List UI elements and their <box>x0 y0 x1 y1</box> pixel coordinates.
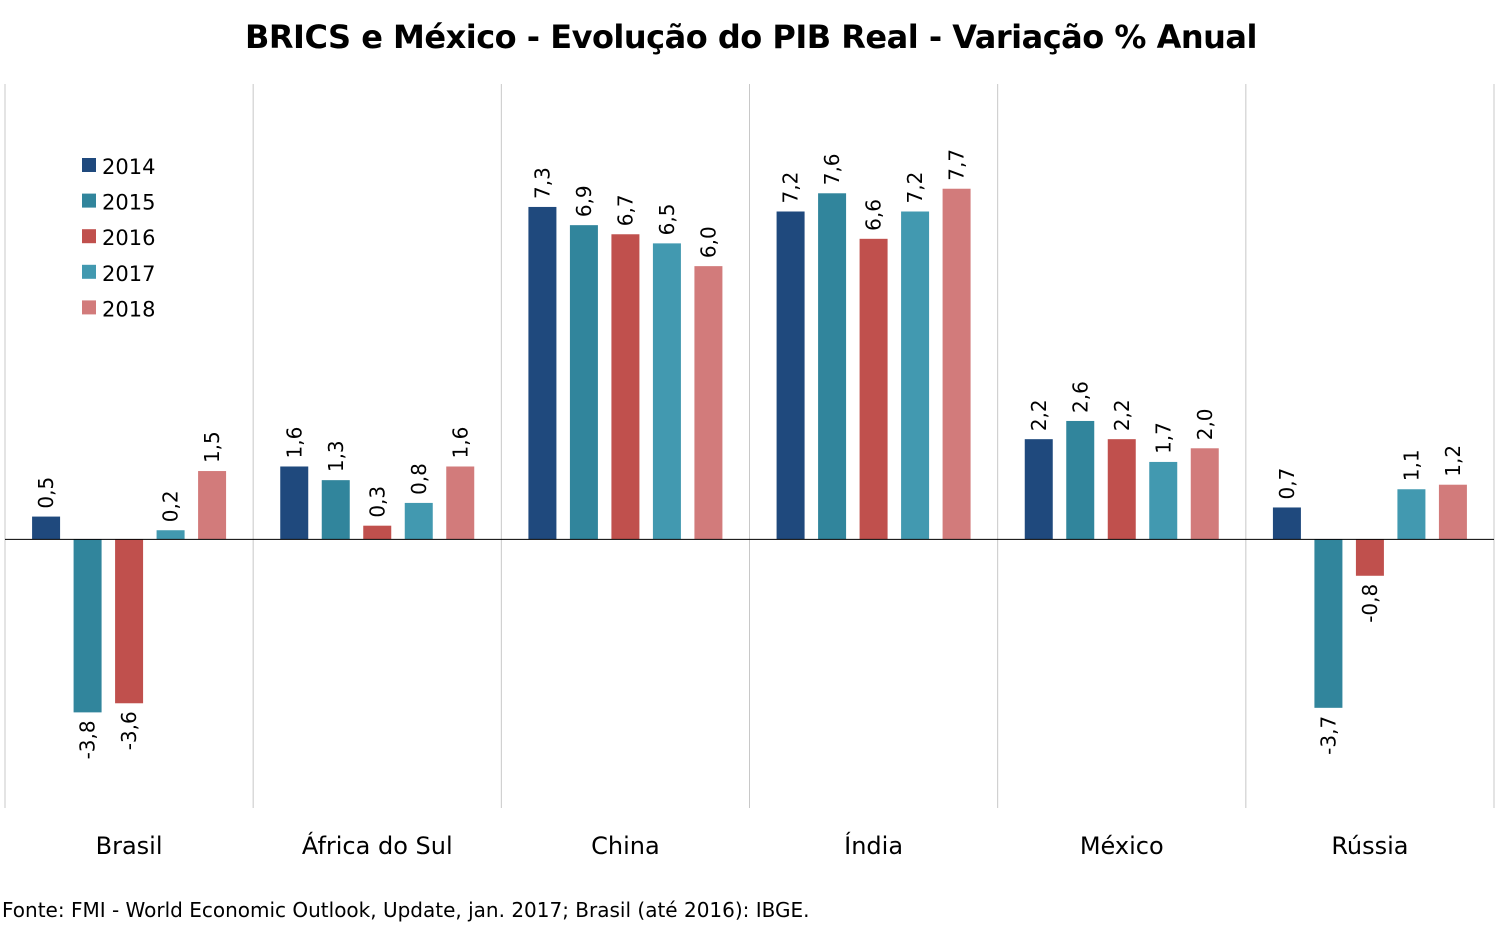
data-label-2015: 1,3 <box>324 440 348 472</box>
bar-2018 <box>694 266 723 540</box>
bar-2014 <box>776 211 805 540</box>
legend-swatch-2015 <box>82 193 96 208</box>
data-label-2014: 0,5 <box>34 477 58 509</box>
legend-entry-2014: 2014 <box>102 155 155 179</box>
data-label-2014: 7,2 <box>779 172 803 204</box>
data-label-2017: 1,7 <box>1151 422 1175 454</box>
bar-2014 <box>280 466 309 540</box>
category-label: México <box>1080 832 1164 860</box>
data-label-2017: 7,2 <box>903 172 927 204</box>
legend-swatch-2017 <box>82 264 96 279</box>
bar-2015 <box>569 225 598 540</box>
data-label-2014: 7,3 <box>530 167 554 199</box>
bar-2015 <box>1314 539 1343 708</box>
data-label-2015: 6,9 <box>572 185 596 217</box>
legend-entry-2016: 2016 <box>102 226 155 250</box>
data-label-2015: -3,7 <box>1316 716 1340 755</box>
legend-swatch-2018 <box>82 300 96 315</box>
bar-2017 <box>652 243 681 540</box>
legend-swatch-2016 <box>82 229 96 244</box>
bar-2018 <box>942 188 971 540</box>
data-label-2018: 1,6 <box>448 427 472 459</box>
data-label-2016: -3,6 <box>117 711 141 750</box>
category-label: Rússia <box>1331 832 1408 860</box>
bar-2014 <box>32 516 61 540</box>
bar-2014 <box>528 206 557 540</box>
category-label: Índia <box>844 831 903 860</box>
data-label-2015: 2,6 <box>1068 381 1092 413</box>
data-label-2018: 7,7 <box>945 149 969 181</box>
data-label-2018: 1,5 <box>200 431 224 463</box>
bar-2018 <box>446 466 475 540</box>
bar-2017 <box>1149 461 1178 540</box>
data-label-2016: 2,2 <box>1110 399 1134 431</box>
legend-entry-2017: 2017 <box>102 262 155 286</box>
data-label-2016: 0,3 <box>365 486 389 518</box>
bar-2015 <box>321 480 350 540</box>
bar-2016 <box>611 234 640 540</box>
data-label-2015: 7,6 <box>820 153 844 185</box>
data-label-2016: -0,8 <box>1358 584 1382 623</box>
legend-entry-2015: 2015 <box>102 191 155 215</box>
data-label-2016: 6,6 <box>862 199 886 231</box>
bar-2017 <box>404 502 433 540</box>
data-label-2017: 0,2 <box>159 490 183 522</box>
data-label-2017: 6,5 <box>655 204 679 236</box>
category-label: China <box>591 832 660 860</box>
bar-chart: 0,5 1,6 7,3 7,2 2,2 0,7 -3,8 1,3 6,9 7,6 2,6 -3,7 -3… <box>4 84 1495 860</box>
bar-2016 <box>115 539 144 704</box>
legend-entry-2018: 2018 <box>102 297 155 321</box>
bar-2016 <box>1355 539 1384 576</box>
bar-2014 <box>1024 439 1053 540</box>
data-label-2018: 2,0 <box>1193 408 1217 440</box>
category-label: Brasil <box>96 832 163 860</box>
bar-2018 <box>1190 448 1219 540</box>
bar-2018 <box>198 471 227 540</box>
bar-2017 <box>156 530 185 540</box>
bar-2016 <box>859 238 888 540</box>
data-label-2014: 0,7 <box>1275 468 1299 500</box>
bar-2015 <box>818 193 847 540</box>
data-label-2016: 6,7 <box>613 194 637 226</box>
bar-2015 <box>73 539 102 713</box>
data-label-2017: 0,8 <box>407 463 431 495</box>
chart-title: BRICS e México - Evolução do PIB Real - … <box>245 18 1257 56</box>
data-label-2015: -3,8 <box>76 720 100 759</box>
data-label-2018: 6,0 <box>696 226 720 258</box>
data-label-2018: 1,2 <box>1441 445 1465 477</box>
bar-2017 <box>901 211 930 540</box>
data-label-2017: 1,1 <box>1399 449 1423 481</box>
bar-2015 <box>1066 420 1095 540</box>
source-note: Fonte: FMI - World Economic Outlook, Upd… <box>2 898 810 922</box>
legend-swatch-2014 <box>82 158 96 172</box>
data-label-2014: 2,2 <box>1027 399 1051 431</box>
bar-2016 <box>363 525 392 540</box>
category-label: África do Sul <box>302 831 453 860</box>
bar-2014 <box>1272 507 1301 540</box>
bar-2018 <box>1438 484 1467 540</box>
bar-2017 <box>1397 489 1426 540</box>
data-label-2014: 1,6 <box>282 427 306 459</box>
bar-2016 <box>1107 439 1136 540</box>
